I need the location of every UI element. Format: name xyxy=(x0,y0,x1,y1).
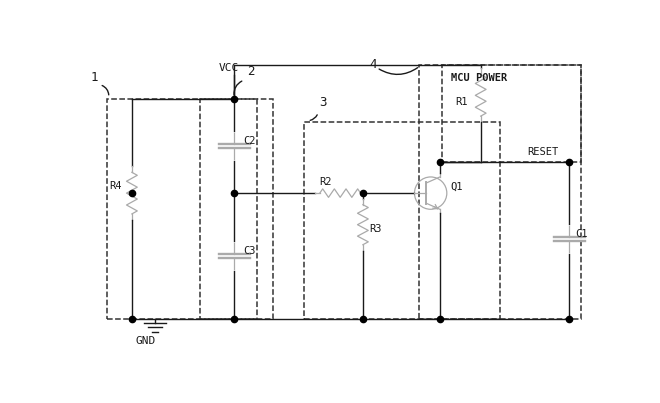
Text: 1: 1 xyxy=(90,71,98,85)
Text: 3: 3 xyxy=(319,96,327,109)
Text: GND: GND xyxy=(136,336,156,346)
Text: C3: C3 xyxy=(244,245,256,256)
Text: C1: C1 xyxy=(576,229,588,239)
Text: R2: R2 xyxy=(319,177,331,187)
Bar xyxy=(200,99,273,319)
Text: C2: C2 xyxy=(244,136,256,146)
Bar xyxy=(108,99,257,319)
Bar xyxy=(304,122,500,319)
Text: R3: R3 xyxy=(369,224,381,234)
Text: MCU POWER: MCU POWER xyxy=(451,73,508,83)
Bar xyxy=(442,64,581,162)
Bar xyxy=(419,64,581,319)
Text: R1: R1 xyxy=(455,97,468,106)
Text: R4: R4 xyxy=(109,181,121,191)
Text: Q1: Q1 xyxy=(451,181,463,191)
Text: 2: 2 xyxy=(248,65,255,78)
Text: RESET: RESET xyxy=(527,147,558,158)
Text: VCC: VCC xyxy=(219,63,239,73)
Text: 4: 4 xyxy=(369,58,377,71)
